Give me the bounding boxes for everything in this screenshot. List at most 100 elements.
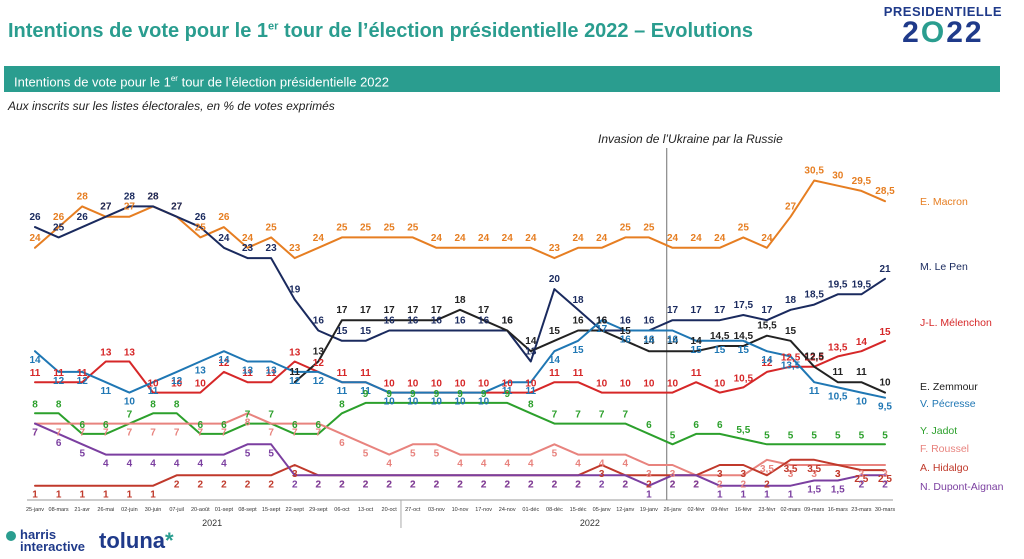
data-label: 3: [859, 469, 865, 480]
data-label: 25: [360, 222, 372, 233]
data-label: 5: [788, 430, 794, 441]
data-label: 2: [693, 479, 699, 490]
data-label: 25: [384, 222, 396, 233]
data-label: 11: [809, 386, 820, 397]
x-tick-label: 08-mars: [49, 507, 69, 513]
x-tick-label: 12-janv: [616, 507, 634, 513]
data-label: 15: [785, 326, 797, 337]
data-label: 23: [266, 243, 278, 254]
data-label: 11: [101, 386, 112, 397]
data-label: 3,5: [784, 464, 798, 475]
data-label: 1: [150, 490, 156, 501]
data-label: 3: [811, 469, 817, 480]
data-label: 8: [56, 399, 62, 410]
data-label: 15: [691, 345, 703, 356]
data-label: 2: [741, 479, 747, 490]
data-label: 27: [124, 202, 136, 213]
data-label: 2: [504, 479, 510, 490]
data-label: 2: [717, 479, 723, 490]
data-label: 9: [386, 389, 392, 400]
data-label: 11: [360, 386, 371, 397]
data-label: 16: [384, 316, 396, 327]
data-label: 15,5: [757, 321, 777, 332]
data-label: 10: [478, 397, 490, 408]
data-label: 6: [717, 420, 723, 431]
data-label: 5: [268, 448, 274, 459]
data-label: 2: [552, 479, 558, 490]
data-label: 4: [386, 459, 392, 470]
data-label: 10,5: [734, 373, 754, 384]
data-label: 14,5: [710, 331, 730, 342]
data-label: 13: [313, 347, 325, 358]
data-label: 1: [103, 490, 109, 501]
data-label: 27: [785, 202, 797, 213]
data-label: 16: [407, 316, 419, 327]
data-label: 2: [481, 479, 487, 490]
data-label: 2: [457, 479, 463, 490]
x-tick-label: 15-sept: [262, 507, 281, 513]
data-label: 10: [454, 379, 466, 390]
data-label: 6: [292, 420, 298, 431]
x-tick-label: 09-mars: [804, 507, 824, 513]
data-label: 23: [549, 243, 561, 254]
data-label: 3: [835, 469, 841, 480]
data-label: 5: [363, 448, 369, 459]
data-label: 17: [761, 305, 773, 316]
data-label: 10: [525, 379, 537, 390]
data-label: 2: [528, 479, 534, 490]
data-label: 26: [53, 212, 65, 223]
data-label: 15: [549, 326, 561, 337]
data-label: 25: [620, 222, 632, 233]
data-label: 10: [596, 379, 608, 390]
data-label: 12,5: [781, 353, 801, 364]
data-label: 6: [339, 438, 345, 449]
data-label: 14: [856, 337, 868, 348]
data-label: 1: [32, 490, 38, 501]
data-label: 5: [764, 430, 770, 441]
data-label: 3: [788, 469, 794, 480]
data-label: 5: [79, 448, 85, 459]
data-label: 24: [596, 233, 608, 244]
year-label: 2022: [580, 518, 600, 528]
data-label: 11: [266, 368, 277, 379]
data-label: 2,5: [854, 474, 868, 485]
legend-series-label: M. Le Pen: [920, 261, 968, 273]
data-label: 11: [502, 386, 513, 397]
data-label: 12: [218, 358, 230, 369]
data-label: 2: [646, 479, 652, 490]
legend-series-label: E. Macron: [920, 196, 968, 208]
data-label: 7: [622, 410, 628, 421]
harris-dot-icon: [6, 530, 16, 541]
data-label: 5: [245, 448, 251, 459]
data-label: 7: [79, 428, 85, 439]
data-label: 27: [100, 202, 112, 213]
data-label: 5: [859, 430, 865, 441]
data-label: 13: [289, 348, 301, 359]
data-label: 10: [454, 397, 466, 408]
x-tick-label: 23-mars: [851, 507, 871, 513]
data-label: 2: [197, 479, 203, 490]
x-tick-label: 30-mars: [875, 507, 895, 513]
data-label: 26: [195, 212, 207, 223]
data-label: 15: [714, 345, 726, 356]
data-label: 10: [431, 379, 443, 390]
data-label: 26: [29, 212, 41, 223]
data-label: 5: [882, 430, 888, 441]
data-label: 2: [410, 479, 416, 490]
data-label: 3: [741, 469, 747, 480]
data-label: 2: [693, 479, 699, 490]
legend-series-label: E. Zemmour: [920, 381, 978, 393]
data-label: 25: [643, 222, 655, 233]
data-label: 20: [549, 274, 561, 285]
data-label: 15: [879, 327, 891, 338]
x-tick-label: 01-sept: [215, 507, 234, 513]
data-label: 10: [384, 379, 396, 390]
data-label: 25: [738, 222, 750, 233]
data-label: 24: [502, 233, 514, 244]
data-label: 6: [103, 420, 109, 431]
x-tick-label: 20-oct: [382, 507, 398, 513]
data-label: 6: [79, 420, 85, 431]
data-label: 4: [504, 459, 510, 470]
data-label: 1: [764, 490, 770, 501]
data-label: 2: [599, 479, 605, 490]
